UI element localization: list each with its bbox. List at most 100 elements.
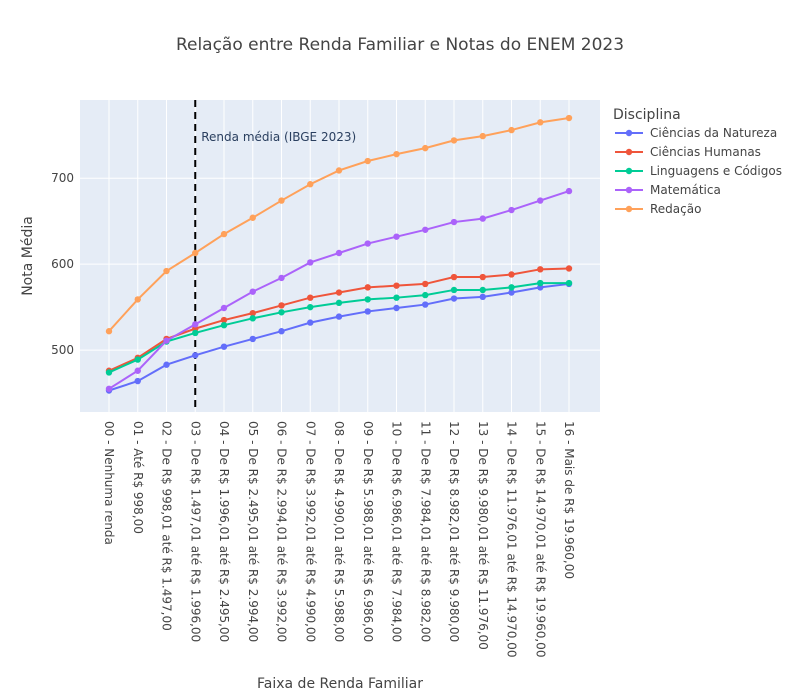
data-point <box>508 289 515 296</box>
data-point <box>335 249 343 257</box>
data-point <box>565 114 573 122</box>
data-point <box>508 271 515 278</box>
data-point <box>105 385 113 392</box>
legend-item-label: Matemática <box>650 183 721 197</box>
x-tick-label: 10 - De R$ 6.986,01 até R$ 7.984,00 <box>390 421 404 642</box>
data-point <box>105 369 113 376</box>
y-tick-label: 600 <box>51 257 74 271</box>
data-point <box>393 294 400 301</box>
data-point <box>220 316 228 324</box>
data-point <box>422 291 429 299</box>
data-point <box>479 215 486 222</box>
data-point <box>134 367 141 374</box>
legend-swatch-marker <box>625 129 633 137</box>
data-point <box>364 284 371 291</box>
data-point <box>537 266 544 273</box>
x-gridlines <box>108 100 570 412</box>
data-point <box>192 329 199 337</box>
data-point <box>364 157 371 165</box>
data-point <box>249 288 256 295</box>
x-tick-label: 11 - De R$ 7.984,01 até R$ 8.982,00 <box>418 421 432 642</box>
data-point <box>220 343 228 350</box>
data-point <box>393 304 400 312</box>
data-point <box>537 197 544 204</box>
x-tick-label: 06 - De R$ 2.994,01 até R$ 3.992,00 <box>275 421 289 642</box>
legend-swatch-marker <box>625 167 633 175</box>
x-tick-label: 03 - De R$ 1.497,01 até R$ 1.996,00 <box>188 421 202 642</box>
data-point <box>335 299 343 307</box>
legend-swatch-marker <box>625 148 633 156</box>
data-point <box>307 181 314 188</box>
data-point <box>565 187 573 195</box>
data-point <box>249 335 256 343</box>
data-point <box>479 293 486 301</box>
chart-title: Relação entre Renda Familiar e Notas do … <box>176 35 624 55</box>
data-point <box>335 289 343 296</box>
data-point <box>393 233 400 240</box>
data-point <box>422 280 429 288</box>
x-tick-label: 08 - De R$ 4.990,01 até R$ 5.988,00 <box>332 421 346 642</box>
data-point <box>134 296 141 303</box>
data-point <box>163 267 170 275</box>
data-point <box>220 304 228 312</box>
average-income-label: Renda média (IBGE 2023) <box>201 130 356 144</box>
data-point <box>422 226 429 233</box>
data-point <box>192 321 199 328</box>
data-point <box>192 352 199 359</box>
legend: Disciplina Ciências da Natureza Ciências … <box>613 107 782 216</box>
x-tick-label: 07 - De R$ 3.992,01 até R$ 4.990,00 <box>303 421 317 642</box>
x-tick-labels: 00 - Nenhuma renda 01 - Até R$ 998,00 02 -… <box>102 421 576 657</box>
data-point <box>508 206 515 214</box>
x-tick-label: 13 - De R$ 9.980,01 até R$ 11.976,00 <box>476 421 490 650</box>
x-tick-label: 14 - De R$ 11.976,01 até R$ 14.970,00 <box>505 421 519 657</box>
data-point <box>393 282 400 289</box>
data-point <box>307 319 314 326</box>
x-tick-label: 15 - De R$ 14.970,01 até R$ 19.960,00 <box>533 421 547 657</box>
data-point <box>307 259 314 266</box>
x-tick-label: 02 - De R$ 998,01 até R$ 1.497,00 <box>160 421 174 631</box>
data-point <box>450 137 458 144</box>
y-axis-title: Nota Média <box>20 216 36 296</box>
data-point <box>249 214 256 221</box>
data-point <box>508 126 515 134</box>
data-point <box>220 321 228 329</box>
data-point <box>422 301 429 308</box>
data-point <box>335 167 343 174</box>
data-point <box>134 377 141 385</box>
legend-item-label: Ciências da Natureza <box>650 126 777 140</box>
x-tick-label: 09 - De R$ 5.988,01 até R$ 6.986,00 <box>361 421 375 642</box>
data-point <box>335 313 343 320</box>
data-point <box>393 150 400 158</box>
data-point <box>364 296 371 303</box>
data-point <box>278 197 285 204</box>
data-point <box>278 274 285 282</box>
data-point <box>134 356 141 363</box>
data-point <box>565 265 573 272</box>
data-point <box>249 315 256 322</box>
data-point <box>479 286 486 294</box>
legend-swatch-marker <box>625 205 633 213</box>
x-tick-label: 12 - De R$ 8.982,01 até R$ 9.980,00 <box>447 421 461 642</box>
y-tick-labels: 500 600 700 <box>51 171 74 357</box>
x-tick-label: 04 - De R$ 1.996,01 até R$ 2.495,00 <box>217 421 231 642</box>
x-tick-label: 16 - Mais de R$ 19.960,00 <box>562 421 576 579</box>
data-point <box>537 279 544 287</box>
data-point <box>105 328 113 335</box>
y-tick-label: 500 <box>51 343 74 357</box>
data-point <box>249 309 256 317</box>
data-point <box>450 295 458 302</box>
x-axis-title: Faixa de Renda Familiar <box>257 676 423 692</box>
data-point <box>163 361 170 368</box>
data-point <box>278 302 285 309</box>
data-point <box>278 328 285 335</box>
legend-item-label: Redação <box>650 202 701 216</box>
x-tick-label: 05 - De R$ 2.495,01 até R$ 2.994,00 <box>246 421 260 642</box>
data-point <box>422 144 429 152</box>
data-point <box>364 308 371 315</box>
x-tick-label: 00 - Nenhuma renda <box>102 421 116 545</box>
y-tick-label: 700 <box>51 171 74 185</box>
data-point <box>364 240 371 247</box>
data-point <box>479 273 486 281</box>
legend-item-label: Ciências Humanas <box>650 145 761 159</box>
